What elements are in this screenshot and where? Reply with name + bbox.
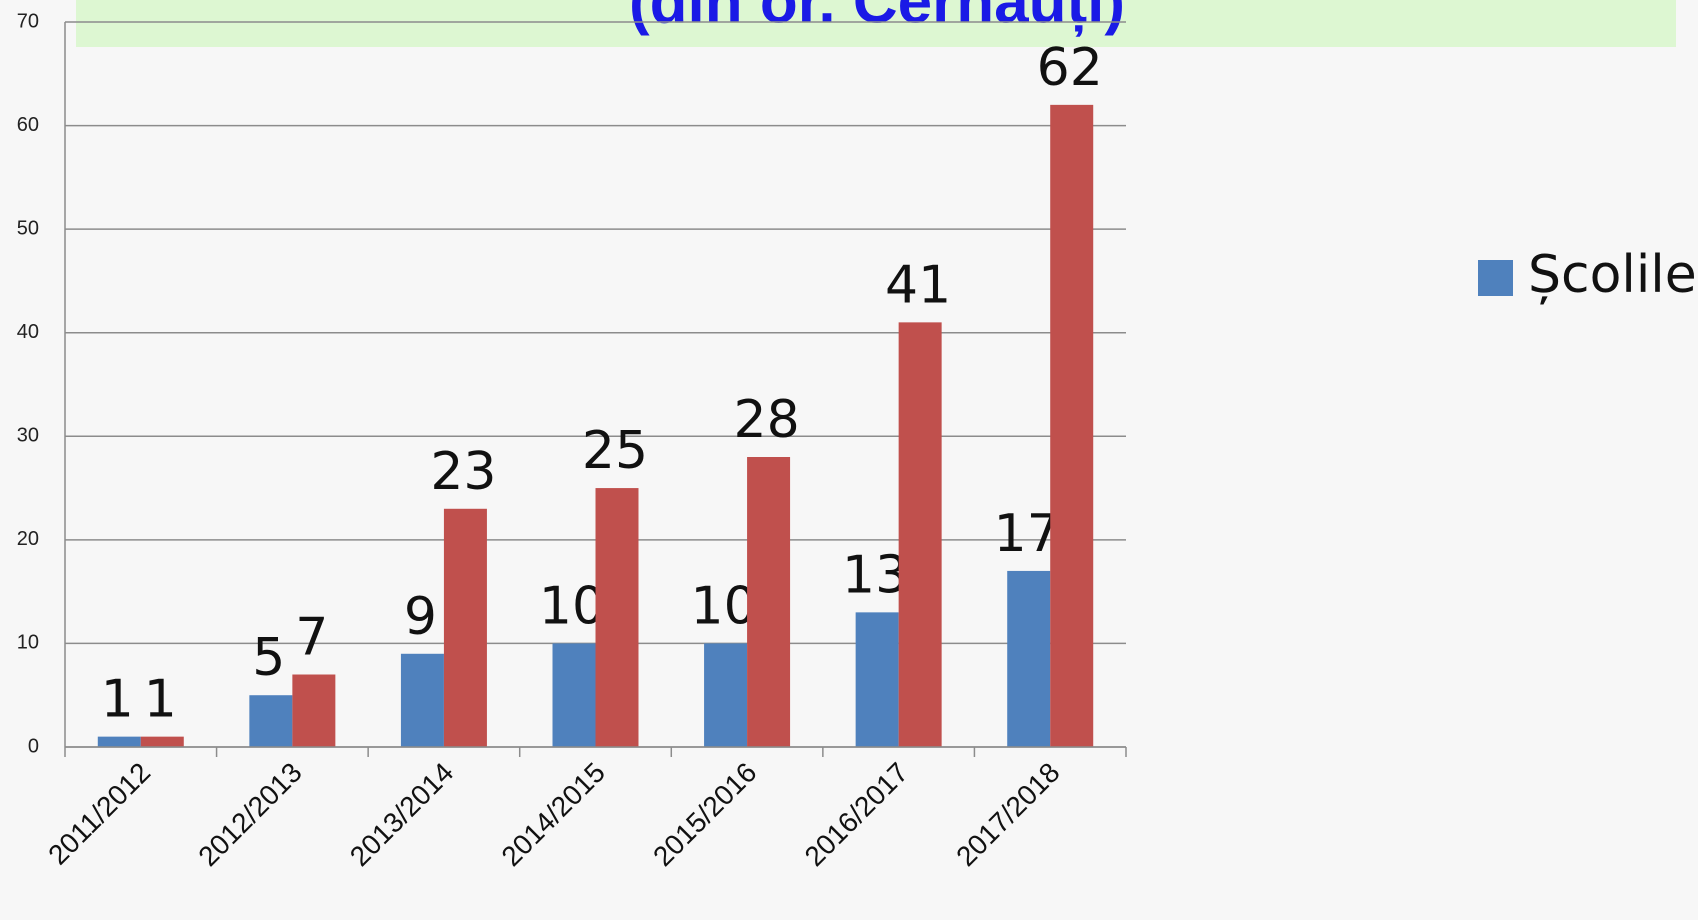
bar <box>704 643 748 747</box>
data-label: 5 <box>252 628 285 688</box>
bar <box>292 674 336 747</box>
bar <box>140 736 184 747</box>
bar <box>595 488 639 747</box>
x-tick-label: 2014/2015 <box>495 757 611 873</box>
bar <box>552 643 596 747</box>
bar <box>443 508 487 747</box>
data-label: 28 <box>733 390 799 450</box>
bar <box>747 457 791 747</box>
y-tick-label: 10 <box>17 632 39 654</box>
bar <box>1007 570 1051 747</box>
x-tick-label: 2016/2017 <box>799 757 915 873</box>
data-label: 25 <box>582 421 648 481</box>
y-tick-label: 20 <box>17 528 39 550</box>
y-tick-label: 70 <box>17 10 39 32</box>
bar <box>898 322 942 747</box>
data-label: 10 <box>539 576 605 636</box>
x-tick-label: 2012/2013 <box>192 757 308 873</box>
data-label: 41 <box>885 255 951 315</box>
y-tick-label: 40 <box>17 321 39 343</box>
data-label: 10 <box>690 576 756 636</box>
y-tick-label: 0 <box>28 735 39 757</box>
x-tick-label: 2011/2012 <box>42 757 156 871</box>
bar <box>249 695 293 747</box>
y-tick-label: 60 <box>17 114 39 136</box>
data-label: 17 <box>994 504 1060 564</box>
bar <box>1050 104 1094 748</box>
bar <box>855 612 899 747</box>
x-tick-label: 2017/2018 <box>950 757 1066 873</box>
data-label: 62 <box>1037 38 1103 98</box>
chart-title: (din or. Cernăuți) <box>629 0 1125 36</box>
bar <box>400 653 444 747</box>
legend-label: Școlile <box>1528 245 1697 305</box>
y-tick-label: 50 <box>17 217 39 239</box>
x-tick-label: 2013/2014 <box>344 757 460 873</box>
data-label: 1 <box>144 670 177 730</box>
data-label: 13 <box>842 545 908 605</box>
data-label: 1 <box>101 670 134 730</box>
data-label: 23 <box>430 442 496 502</box>
y-tick-label: 30 <box>17 425 39 447</box>
data-label: 7 <box>295 608 328 668</box>
bar <box>97 736 141 747</box>
title-band <box>76 0 1676 47</box>
data-label: 9 <box>404 587 437 647</box>
x-tick-label: 2015/2016 <box>647 757 763 873</box>
legend-swatch <box>1478 260 1513 296</box>
